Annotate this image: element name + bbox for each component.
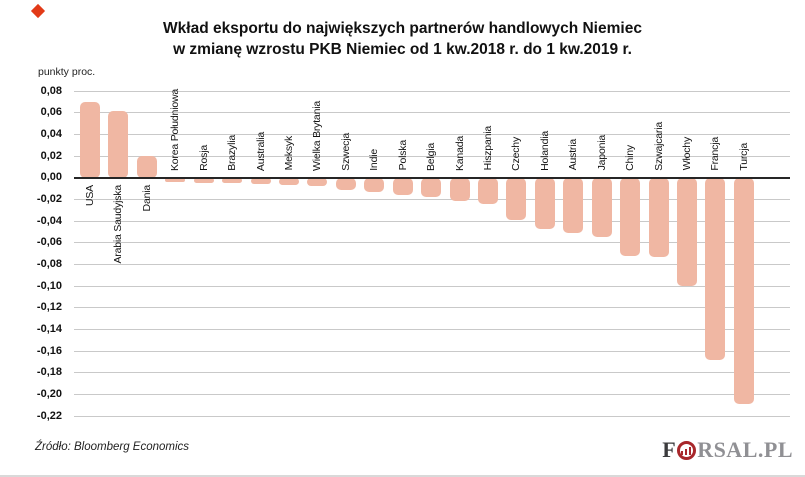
logo-o-bar [689,446,692,455]
category-label: Holandia [538,130,551,171]
bar-arabia-saudyjska [108,110,129,178]
category-label: Australia [254,131,267,171]
category-label: Kanada [453,135,466,171]
source-caption: Źródło: Bloomberg Economics [35,441,190,453]
bar-belgia [421,177,442,198]
category-label: Turcja [737,143,750,171]
category-label: Chiny [624,144,637,171]
y-axis-tick-label: -0,18 [36,366,62,379]
bar-indie [364,177,385,192]
y-axis-tick-label: -0,04 [36,214,62,227]
gridline [74,155,790,157]
bottom-divider [0,475,805,477]
gridline [74,307,790,309]
gridline [74,350,790,352]
gridline [74,285,790,287]
bar-meksyk [279,177,299,186]
logo-o-bar [681,450,684,455]
category-label: Dania [140,184,153,212]
y-axis-tick-label: 0,02 [40,149,62,162]
bar-japonia [591,177,612,238]
bar-usa [80,101,100,178]
category-label: Brazylia [226,134,239,171]
category-label: Wielka Brytania [311,100,324,171]
y-axis-tick-label: 0,00 [40,171,62,184]
logo-bar-chart-icon [677,440,697,460]
bar-wielka-brytania [307,177,328,187]
bar-polska [392,177,413,195]
gridline [74,263,790,265]
bar-kanada [449,177,470,202]
bar-czechy [506,177,527,220]
bar-australia [250,177,271,185]
gridline [74,220,790,222]
logo-tld: .PL [757,437,793,462]
y-axis-tick-label: 0,04 [40,127,62,140]
category-label: Arabia Saudyjska [112,184,125,264]
chart-title-line1: Wkład eksportu do największych partnerów… [163,20,642,37]
y-axis-tick-label: -0,02 [36,192,62,205]
chart-title: Wkład eksportu do największych partnerów… [0,18,805,60]
category-label: Włochy [681,137,694,171]
category-label: Rosja [197,144,210,171]
bar-brazylia [222,177,243,184]
y-axis-tick-label: -0,12 [36,301,62,314]
gridline [74,198,790,200]
gridline [74,372,790,374]
bar-chiny [620,177,641,256]
y-axis-tick-label: -0,08 [36,257,62,270]
gridline [74,415,790,417]
bar-korea-po-udniowa [165,177,186,182]
bar-hiszpania [478,177,499,204]
gridline [74,328,790,330]
y-axis-tick-label: -0,22 [36,409,62,422]
bar-szwajcaria [648,177,669,257]
category-label: Austria [567,139,580,171]
category-label: Meksyk [283,136,295,171]
y-axis-tick-label: -0,16 [36,344,62,357]
category-label: Korea Południowa [169,88,182,171]
y-axis-tick-label: -0,06 [36,236,62,249]
logo-letter-f: F [662,437,677,462]
y-axis-tick-label: -0,20 [36,387,62,400]
gridline [74,242,790,244]
category-label: Francja [709,137,722,171]
category-label: USA [84,184,96,206]
forsal-logo: F RSAL .PL [662,437,793,463]
bar-francja [705,177,726,360]
y-axis-unit-label: punkty proc. [38,66,96,78]
category-label: Japonia [595,135,608,171]
logo-letters-rsal: RSAL [697,437,758,462]
zero-axis-line [74,176,790,179]
gridline [74,393,790,395]
category-label: Szwajcaria [652,121,665,171]
category-label: Indie [368,148,381,171]
y-axis-tick-label: -0,14 [36,322,62,335]
bar-holandia [534,177,555,229]
y-axis-tick-label: 0,06 [40,106,62,119]
bar-austria [563,177,584,233]
bar-w-ochy [677,177,698,286]
category-label: Hiszpania [482,126,495,171]
bar-turcja [733,177,754,405]
category-label: Belgia [425,142,438,171]
y-axis-tick-label: -0,10 [36,279,62,292]
y-axis-tick-label: 0,08 [40,84,62,97]
logo-o-bar [685,448,688,455]
gridline [74,90,790,92]
bar-dania [136,156,157,178]
chart-title-line2: w zmianę wzrostu PKB Niemiec od 1 kw.201… [173,41,632,58]
bar-rosja [193,177,214,184]
gridline [74,112,790,114]
category-label: Czechy [510,136,523,171]
category-label: Polska [396,140,409,171]
gridline [74,133,790,135]
category-label: Szwecja [339,132,352,171]
bar-szwecja [335,177,356,190]
